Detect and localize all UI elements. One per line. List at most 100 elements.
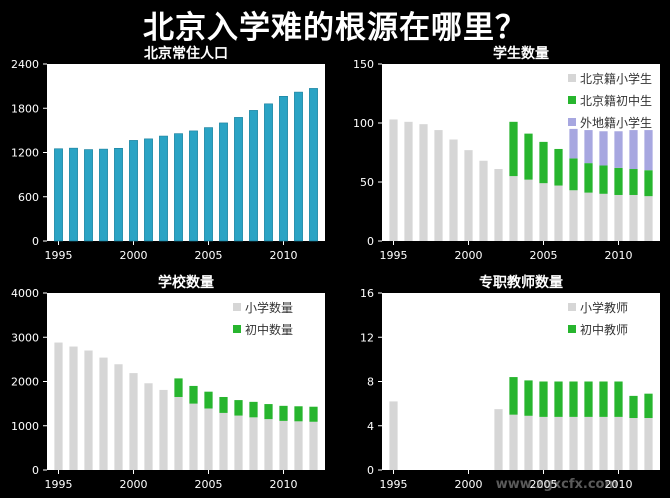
plot-area [47,293,325,470]
x-tick-label: 2000 [455,249,483,262]
bar [309,421,318,470]
bar [264,419,273,470]
bar [644,418,653,470]
y-tick-label: 100 [353,117,374,130]
x-tick-label: 1995 [380,249,408,262]
x-tick-label: 2000 [455,478,483,491]
legend-swatch [568,96,576,104]
bar [554,148,563,186]
bar [159,135,168,242]
bar [644,196,653,241]
y-tick-label: 2400 [11,58,39,71]
bar [309,88,318,242]
legend-label: 初中数量 [245,322,293,337]
bar [629,169,638,195]
bar [539,183,548,241]
bar [144,383,153,470]
bar [404,121,413,241]
x-tick-label: 2005 [530,249,558,262]
bar [644,393,653,419]
y-tick-label: 4 [367,420,374,433]
bar [524,133,533,180]
y-tick-label: 1800 [11,102,39,115]
x-tick-label: 2000 [120,478,148,491]
bar [584,416,593,470]
legend-swatch [233,325,241,333]
legend-label: 小学教师 [580,300,628,315]
bar [599,416,608,470]
x-tick-label: 2010 [270,478,298,491]
legend-label: 北京籍初中生 [580,93,652,108]
bar [524,380,533,416]
chart-title: 学校数量 [158,274,214,291]
bar [614,194,623,241]
bar [569,158,578,191]
y-tick-label: 16 [360,287,374,300]
y-tick-label: 50 [360,176,374,189]
bar [554,416,563,470]
bar [599,381,608,417]
bar [569,190,578,241]
y-tick-label: 4000 [11,287,39,300]
bar [54,148,63,242]
bar [294,421,303,470]
schools-chart: 学校数量 0 1000 2000 3000 4000 1995 2000 2005 2010 小学数… [0,273,335,498]
bar [144,138,153,242]
y-tick-label: 12 [360,331,374,344]
y-tick-label: 0 [32,464,39,477]
y-tick-label: 150 [353,58,374,71]
x-tick-label: 2005 [530,478,558,491]
bar [249,401,258,418]
bar [69,346,78,470]
bar [629,130,638,170]
population-chart: 北京常住人口 0 600 1200 1800 2400 1995 2000 2005 2010 [0,44,335,269]
bar [219,122,228,242]
bar [279,96,288,242]
plot-area [47,64,325,241]
bar [84,149,93,242]
legend-swatch [233,303,241,311]
chart-svg: 学校数量 0 1000 2000 3000 4000 1995 2000 2005 2010 小学数… [11,274,325,491]
bar [189,385,198,404]
bar [129,373,138,470]
bar [174,396,183,470]
bar [114,147,123,242]
bar [569,128,578,159]
bar [174,133,183,242]
bar [584,192,593,241]
legend-swatch [568,118,576,126]
bar [249,110,258,242]
chart-title: 专职教师数量 [479,274,563,291]
bar [389,119,398,241]
bar [629,194,638,241]
bar [279,420,288,470]
y-tick-label: 1200 [11,147,39,160]
bar [294,91,303,242]
chart-title: 学生数量 [493,45,549,62]
bar [159,389,168,470]
bar [419,124,428,241]
bar [234,400,243,416]
chart-svg: 学生数量 0 50 100 150 1995 2000 2005 2010 北京籍小学生北京籍初中… [353,45,660,262]
y-tick-label: 0 [367,235,374,248]
y-tick-label: 0 [32,235,39,248]
y-tick-label: 1000 [11,420,39,433]
bar [174,378,183,397]
y-tick-label: 600 [18,191,39,204]
bar [494,409,503,470]
bar [99,357,108,470]
bar [234,415,243,470]
bar [54,342,63,470]
legend-swatch [568,325,576,333]
legend-label: 初中教师 [580,322,628,337]
bar [189,403,198,470]
bar [569,416,578,470]
bar [264,404,273,420]
bar [69,147,78,242]
bar [584,381,593,417]
bar [509,377,518,415]
bar [449,139,458,241]
bar [524,415,533,470]
bar [249,417,258,470]
